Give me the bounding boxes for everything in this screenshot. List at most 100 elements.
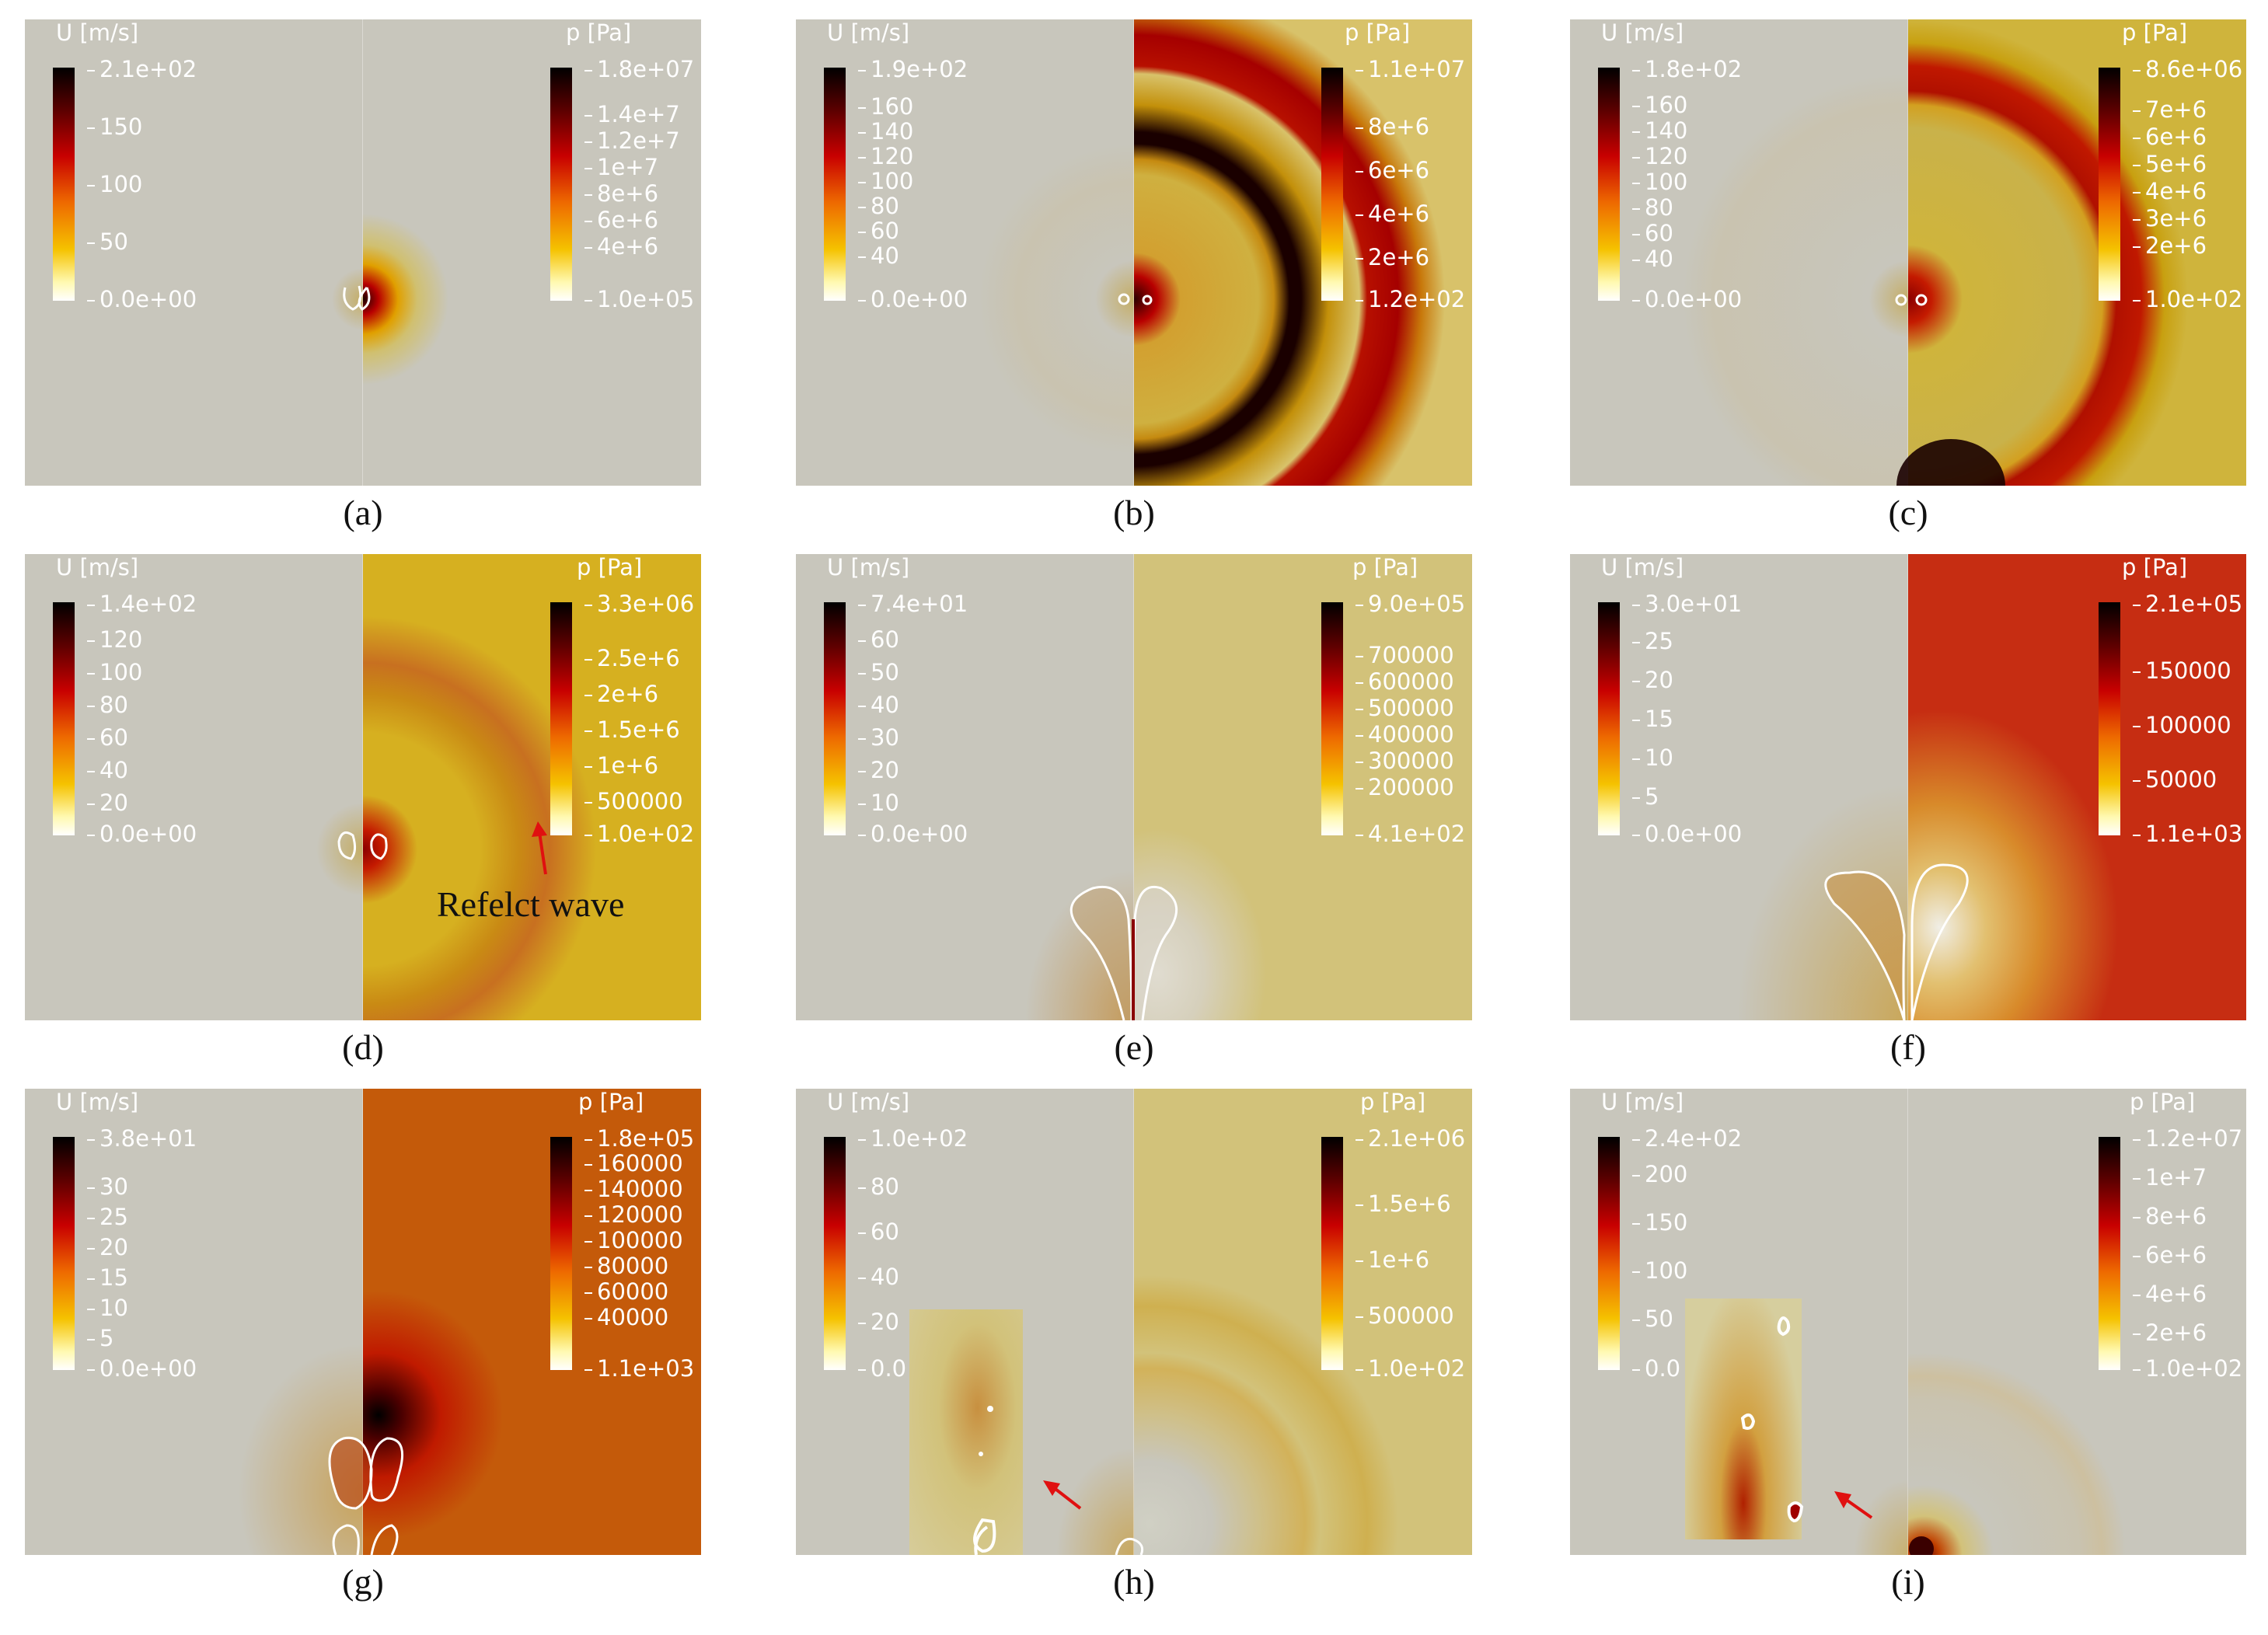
- u-colorbar: [1598, 602, 1620, 835]
- p-colorbar: [1321, 68, 1343, 301]
- u-tick: 15: [87, 1264, 128, 1291]
- u-tick: 80: [1632, 194, 1673, 221]
- symmetry-line: [362, 19, 363, 486]
- p-colorbar-title: p [Pa]: [1352, 554, 1418, 580]
- panel-b: U [m/s] 1.9e+02 160 140 120 100 80 60 40…: [796, 19, 1472, 486]
- p-tick: 8e+6: [2132, 1203, 2207, 1229]
- u-colorbar-title: U [m/s]: [827, 19, 910, 46]
- p-tick: 80000: [584, 1253, 669, 1279]
- p-tick: 8.6e+06: [2132, 56, 2243, 82]
- panel-caption: (b): [1113, 493, 1155, 532]
- symmetry-line: [1133, 554, 1134, 1020]
- u-tick: 0.0: [1631, 1355, 1681, 1382]
- u-tick: 160: [857, 93, 914, 120]
- u-tick: 40: [1632, 246, 1673, 272]
- p-tick: 2e+6: [1355, 244, 1430, 270]
- u-tick: 20: [858, 1309, 899, 1335]
- p-colorbar-title: p [Pa]: [1360, 1089, 1426, 1115]
- panel-g: U [m/s] 3.8e+01 30 25 20 15 10 5 0.0e+00…: [25, 1089, 701, 1555]
- u-tick: 100: [1631, 169, 1688, 195]
- zoom-inset: [1685, 1299, 1802, 1539]
- p-tick: 2.1e+06: [1355, 1125, 1466, 1152]
- velocity-field: [25, 1089, 363, 1555]
- u-tick: 7.4e+01: [857, 591, 968, 617]
- p-tick: 1.0e+02: [2132, 286, 2243, 312]
- p-colorbar-title: p [Pa]: [1345, 19, 1411, 46]
- p-tick: 1.5e+6: [1356, 1191, 1451, 1217]
- p-tick: 40000: [584, 1304, 669, 1330]
- u-tick: 0.0e+00: [86, 1355, 197, 1382]
- u-colorbar: [1598, 68, 1620, 301]
- panel-h: U [m/s] 1.0e+02 80 60 40 20 0.0 p [Pa] 2…: [796, 1089, 1472, 1555]
- u-colorbar-title: U [m/s]: [1601, 554, 1684, 580]
- velocity-field: [1570, 19, 1908, 486]
- u-tick: 80: [858, 1173, 899, 1200]
- pressure-field: [363, 1089, 701, 1555]
- u-colorbar-title: U [m/s]: [1601, 1089, 1684, 1115]
- u-tick: 30: [87, 1173, 128, 1200]
- u-tick: 0.0e+00: [857, 286, 968, 312]
- p-tick: 150000: [2133, 657, 2231, 684]
- u-tick: 80: [87, 692, 128, 718]
- p-tick: 1e+6: [1355, 1246, 1430, 1273]
- p-tick: 500000: [584, 788, 683, 814]
- u-tick: 20: [87, 790, 128, 816]
- symmetry-line: [1907, 19, 1908, 486]
- u-tick: 60: [858, 1218, 899, 1245]
- p-tick: 6e+6: [2132, 1242, 2207, 1268]
- p-tick: 6e+6: [584, 207, 659, 233]
- p-colorbar-title: p [Pa]: [566, 19, 632, 46]
- u-tick: 3.0e+01: [1631, 591, 1743, 617]
- p-colorbar-title: p [Pa]: [2130, 1089, 2196, 1115]
- p-tick: 1.0e+02: [1355, 1355, 1466, 1382]
- panel-e: U [m/s] 7.4e+01 60 50 40 30 20 10 0.0e+0…: [796, 554, 1472, 1020]
- u-tick: 2.1e+02: [86, 56, 197, 82]
- u-tick: 1.9e+02: [857, 56, 968, 82]
- u-tick: 140: [857, 118, 914, 145]
- pressure-field: [1908, 1089, 2246, 1555]
- u-tick: 100: [86, 659, 143, 685]
- p-tick: 600000: [1356, 668, 1454, 695]
- panel-caption: (e): [1114, 1027, 1154, 1067]
- u-tick: 15: [1632, 706, 1673, 732]
- u-colorbar-title: U [m/s]: [827, 554, 910, 580]
- u-tick: 0.0: [857, 1355, 907, 1382]
- p-colorbar: [1321, 602, 1343, 835]
- u-tick: 120: [857, 143, 914, 169]
- symmetry-line: [362, 1089, 363, 1555]
- u-tick: 100: [1631, 1257, 1688, 1284]
- u-colorbar: [824, 68, 846, 301]
- p-tick: 1.8e+05: [584, 1125, 695, 1152]
- velocity-field: [796, 554, 1134, 1020]
- p-tick: 2.1e+05: [2132, 591, 2243, 617]
- u-tick: 150: [1631, 1209, 1688, 1236]
- p-tick: 60000: [584, 1278, 669, 1305]
- pressure-field: [1134, 1089, 1472, 1555]
- p-tick: 160000: [584, 1150, 683, 1177]
- pressure-field: [1134, 554, 1472, 1020]
- u-tick: 40: [858, 242, 899, 269]
- u-tick: 5: [86, 1325, 114, 1351]
- u-tick: 200: [1631, 1161, 1688, 1187]
- panel-caption: (h): [1113, 1562, 1155, 1602]
- p-tick: 6e+6: [2132, 124, 2207, 150]
- u-colorbar: [824, 1137, 846, 1370]
- velocity-field: [25, 19, 363, 486]
- p-tick: 50000: [2132, 766, 2217, 793]
- u-colorbar: [53, 68, 75, 301]
- p-tick: 6e+6: [1355, 157, 1430, 183]
- panel-i: U [m/s] 2.4e+02 200 150 100 50 0.0 p [Pa…: [1570, 1089, 2246, 1555]
- u-tick: 60: [1632, 220, 1673, 246]
- p-tick: 4.1e+02: [1355, 821, 1466, 847]
- u-tick: 10: [1632, 744, 1673, 771]
- p-tick: 1.0e+02: [584, 821, 695, 847]
- zoom-inset: [909, 1309, 1023, 1555]
- u-tick: 50: [87, 228, 128, 255]
- u-tick: 0.0e+00: [1631, 286, 1743, 312]
- u-tick: 10: [87, 1295, 128, 1321]
- p-tick: 1e+7: [584, 154, 659, 180]
- u-colorbar: [53, 602, 75, 835]
- pressure-field: [363, 554, 701, 1020]
- p-tick: 1.2e+7: [584, 127, 680, 154]
- u-tick: 0.0e+00: [86, 286, 197, 312]
